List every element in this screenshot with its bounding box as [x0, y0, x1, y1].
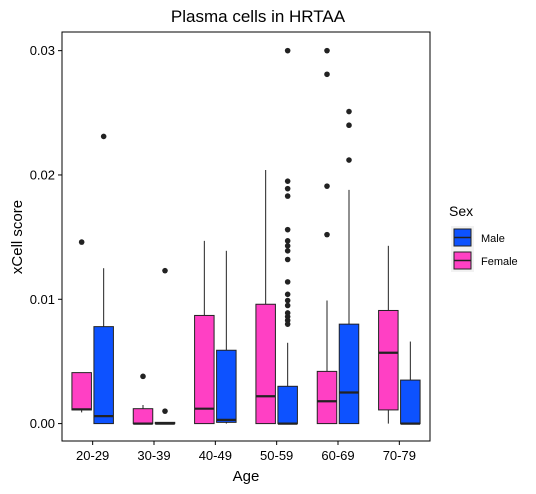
plot-panel — [61, 31, 431, 442]
outlier-point — [284, 302, 291, 309]
y-tick-label: 0.03 — [30, 43, 55, 58]
box-male-50-59 — [277, 47, 298, 425]
outlier-point — [284, 47, 291, 54]
box-female-20-29 — [71, 239, 92, 413]
box-body — [400, 379, 421, 425]
outlier-point — [324, 231, 330, 238]
box-body — [194, 314, 215, 425]
legend-title: Sex — [449, 203, 473, 219]
box-male-70-79 — [400, 341, 421, 425]
box-female-60-69 — [316, 47, 338, 425]
legend-label-female: Female — [481, 256, 518, 268]
outlier-point — [284, 247, 291, 254]
x-tick-label: 70-79 — [383, 448, 416, 463]
outlier-point — [346, 122, 352, 129]
outlier-point — [284, 238, 291, 244]
y-tick-label: 0.02 — [30, 167, 55, 182]
x-axis-title: Age — [233, 468, 260, 485]
outlier-point — [324, 47, 330, 54]
outlier-point — [284, 256, 291, 263]
outlier-point — [284, 178, 291, 184]
outlier-point — [284, 243, 291, 249]
outlier-point — [324, 183, 330, 189]
box-body — [316, 370, 338, 425]
y-tick-label: 0.01 — [30, 292, 55, 307]
outlier-point — [284, 291, 291, 298]
box-male-30-39 — [154, 267, 176, 425]
outlier-point — [346, 108, 352, 115]
box-female-30-39 — [132, 373, 154, 425]
box-female-70-79 — [378, 245, 399, 424]
x-tick-label: 30-39 — [137, 448, 170, 463]
legend: Sex Male Female — [449, 203, 518, 272]
outlier-point — [284, 297, 291, 304]
box-body — [378, 309, 399, 411]
x-axis: 20-29 30-39 40-49 50-59 60-69 70-79 — [76, 441, 416, 463]
box-body — [71, 372, 92, 411]
outlier-point — [284, 185, 291, 192]
outlier-point — [162, 267, 168, 274]
outlier-point — [162, 408, 168, 414]
x-tick-label: 40-49 — [199, 448, 232, 463]
legend-label-male: Male — [481, 233, 505, 245]
outlier-point — [140, 373, 146, 380]
chart-title: Plasma cells in HRTAA — [171, 7, 346, 26]
y-tick-label: 0.00 — [30, 416, 55, 431]
box-body — [338, 323, 360, 425]
box-body — [93, 326, 114, 425]
outlier-point — [284, 193, 291, 199]
outlier-point — [284, 226, 291, 233]
y-axis: 0.00 0.01 0.02 0.03 — [30, 43, 62, 431]
y-axis-title: xCell score — [9, 200, 26, 274]
box-male-20-29 — [93, 133, 114, 425]
box-male-60-69 — [338, 108, 360, 425]
box-female-50-59 — [255, 169, 276, 425]
box-body — [277, 385, 298, 425]
outlier-point — [324, 71, 330, 78]
box-body — [132, 408, 154, 425]
outlier-point — [346, 157, 352, 163]
outlier-point — [78, 239, 85, 245]
outlier-point — [284, 310, 291, 316]
box-body — [216, 349, 237, 423]
box-female-40-49 — [194, 240, 215, 425]
box-body — [255, 303, 276, 425]
x-tick-label: 50-59 — [260, 448, 293, 463]
x-tick-label: 60-69 — [321, 448, 354, 463]
box-layer — [71, 47, 421, 425]
box-male-40-49 — [216, 250, 237, 424]
x-tick-label: 20-29 — [76, 448, 109, 463]
outlier-point — [284, 279, 291, 285]
outlier-point — [100, 133, 107, 140]
